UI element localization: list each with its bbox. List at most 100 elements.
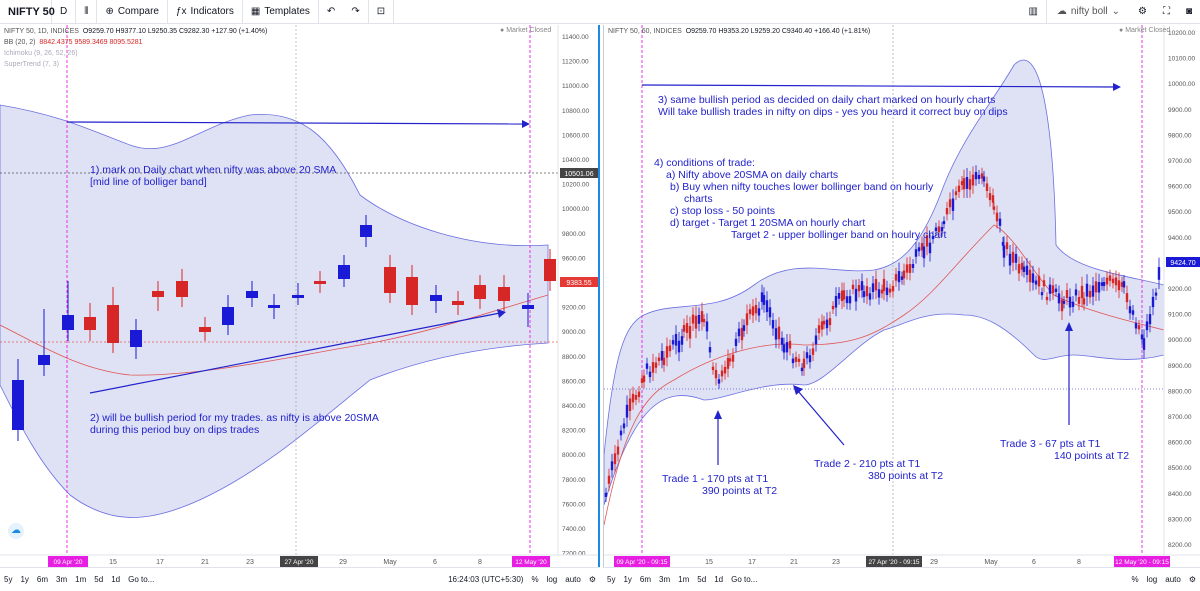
candle-body xyxy=(604,492,608,497)
price-tick-label: 8400.00 xyxy=(1168,491,1192,498)
candle-body xyxy=(857,285,861,292)
date-label-start: 09 Apr '20 - 09:15 xyxy=(616,559,667,566)
candle-body xyxy=(962,178,966,190)
condition-a: a) Nifty above 20SMA on daily charts xyxy=(666,169,838,181)
range-1d[interactable]: 1d xyxy=(714,575,724,584)
indicators-button[interactable]: ƒx Indicators xyxy=(168,0,243,24)
log-toggle[interactable]: log xyxy=(1146,575,1158,584)
percent-toggle[interactable]: % xyxy=(1131,575,1139,584)
fullscreen-button[interactable]: ⛶ xyxy=(1155,0,1178,24)
candle-body xyxy=(107,305,119,343)
tradingview-logo-icon[interactable]: ☁ xyxy=(8,523,24,539)
range-3m[interactable]: 3m xyxy=(56,575,68,584)
candle-body xyxy=(634,395,638,400)
trade-2-line1: Trade 2 - 210 pts at T1 xyxy=(814,458,920,470)
range-5y[interactable]: 5y xyxy=(4,575,13,584)
candle-body xyxy=(651,362,655,373)
candle-body xyxy=(1125,293,1129,303)
candle-body xyxy=(860,281,864,291)
candle-body xyxy=(84,317,96,330)
candle-body xyxy=(660,351,664,361)
layout-search[interactable]: ☁ nifty boll ⌄ xyxy=(1047,6,1130,17)
range-1y[interactable]: 1y xyxy=(623,575,632,584)
alert-button[interactable]: ⊡ xyxy=(369,0,395,24)
candle-body xyxy=(1128,306,1132,314)
supertrend-legend[interactable]: SuperTrend (7, 3) xyxy=(4,61,59,68)
chart-style-button[interactable]: ⫴ xyxy=(76,0,98,24)
settings-button[interactable]: ⚙ xyxy=(1130,0,1155,24)
candle-body xyxy=(1082,298,1086,305)
range-3m[interactable]: 3m xyxy=(659,575,671,584)
range-1m[interactable]: 1m xyxy=(75,575,87,584)
candle-body xyxy=(680,336,684,345)
candle-body xyxy=(1085,283,1089,297)
price-tick-label: 9200.00 xyxy=(1168,286,1192,293)
time-tick-label: 17 xyxy=(748,559,756,566)
auto-toggle[interactable]: auto xyxy=(565,575,581,584)
top-toolbar: NIFTY 50 D ⫴ ⊕ Compare ƒx Indicators ▦ Temp… xyxy=(0,0,1200,24)
gear-icon[interactable]: ⚙ xyxy=(588,575,596,584)
undo-button[interactable]: ↶ xyxy=(319,0,343,24)
interval-button[interactable]: D xyxy=(52,0,77,24)
date-label-end: 12 May '20 xyxy=(515,559,547,566)
hourly-chart-pane[interactable]: 3) same bullish period as decided on dai… xyxy=(603,25,1200,567)
range-1d[interactable]: 1d xyxy=(111,575,121,584)
log-toggle[interactable]: log xyxy=(546,575,558,584)
ichimoku-legend[interactable]: Ichimoku (9, 26, 52, 26) xyxy=(4,50,78,57)
bb-label: BB (20, 2) xyxy=(4,39,36,46)
gear-icon[interactable]: ⚙ xyxy=(1188,575,1196,584)
candle-body xyxy=(951,198,955,211)
candle-body xyxy=(877,289,881,298)
candle-body xyxy=(384,267,396,293)
range-6m[interactable]: 6m xyxy=(36,575,49,584)
price-tick-label: 9000.00 xyxy=(562,329,586,336)
candle-body xyxy=(805,352,809,359)
redo-button[interactable]: ↷ xyxy=(343,0,369,24)
candle-body xyxy=(777,326,781,340)
candle-body xyxy=(452,301,464,305)
daily-chart-canvas[interactable]: 1) mark on Daily chart when nifty was ab… xyxy=(0,25,600,567)
price-tick-label: 10100.00 xyxy=(1168,56,1195,63)
candle-body xyxy=(785,342,789,353)
daily-chart-pane[interactable]: 1) mark on Daily chart when nifty was ab… xyxy=(0,25,600,567)
candle-body xyxy=(12,380,24,430)
candle-body xyxy=(610,461,614,471)
candle-body xyxy=(948,199,952,208)
candle-body xyxy=(430,295,442,301)
candles-icon: ⫴ xyxy=(84,6,89,17)
candle-body xyxy=(762,295,766,305)
price-tick-label: 8900.00 xyxy=(1168,363,1192,370)
range-6m[interactable]: 6m xyxy=(639,575,652,584)
candle-body xyxy=(957,185,961,192)
annotation-1-line1: 1) mark on Daily chart when nifty was ab… xyxy=(90,164,336,176)
hourly-chart-canvas[interactable]: 3) same bullish period as decided on dai… xyxy=(604,25,1200,567)
price-tick-label: 11400.00 xyxy=(562,34,589,41)
annotation-arrow-3 xyxy=(641,84,1117,88)
percent-toggle[interactable]: % xyxy=(531,575,539,584)
last-price-label: 9424.70 xyxy=(1170,260,1195,267)
bb-legend[interactable]: BB (20, 2) 8842.4375 9589.3469 8095.5281 xyxy=(4,39,143,46)
templates-button[interactable]: ▦ Templates xyxy=(243,0,319,24)
goto-button[interactable]: Go to... xyxy=(128,575,155,584)
range-5d[interactable]: 5d xyxy=(697,575,707,584)
range-1m[interactable]: 1m xyxy=(678,575,690,584)
range-5y[interactable]: 5y xyxy=(607,575,616,584)
gear-icon: ⚙ xyxy=(1137,6,1147,17)
candle-body xyxy=(988,193,992,201)
layout-button[interactable]: ▥ xyxy=(1020,0,1047,24)
price-tick-label: 10200.00 xyxy=(1168,30,1195,37)
candle-body xyxy=(711,366,715,371)
camera-icon: ◙ xyxy=(1185,6,1192,17)
time-tick-label: 29 xyxy=(339,559,347,566)
range-5d[interactable]: 5d xyxy=(94,575,104,584)
symbol-search[interactable]: NIFTY 50 xyxy=(0,0,55,24)
goto-button[interactable]: Go to... xyxy=(731,575,758,584)
candle-body xyxy=(908,264,912,273)
range-1y[interactable]: 1y xyxy=(20,575,29,584)
candle-body xyxy=(791,358,795,364)
auto-toggle[interactable]: auto xyxy=(1165,575,1181,584)
compare-button[interactable]: ⊕ Compare xyxy=(97,0,168,24)
candle-body xyxy=(1145,321,1149,331)
snapshot-button[interactable]: ◙ xyxy=(1178,0,1200,24)
candle-body xyxy=(1054,288,1058,292)
